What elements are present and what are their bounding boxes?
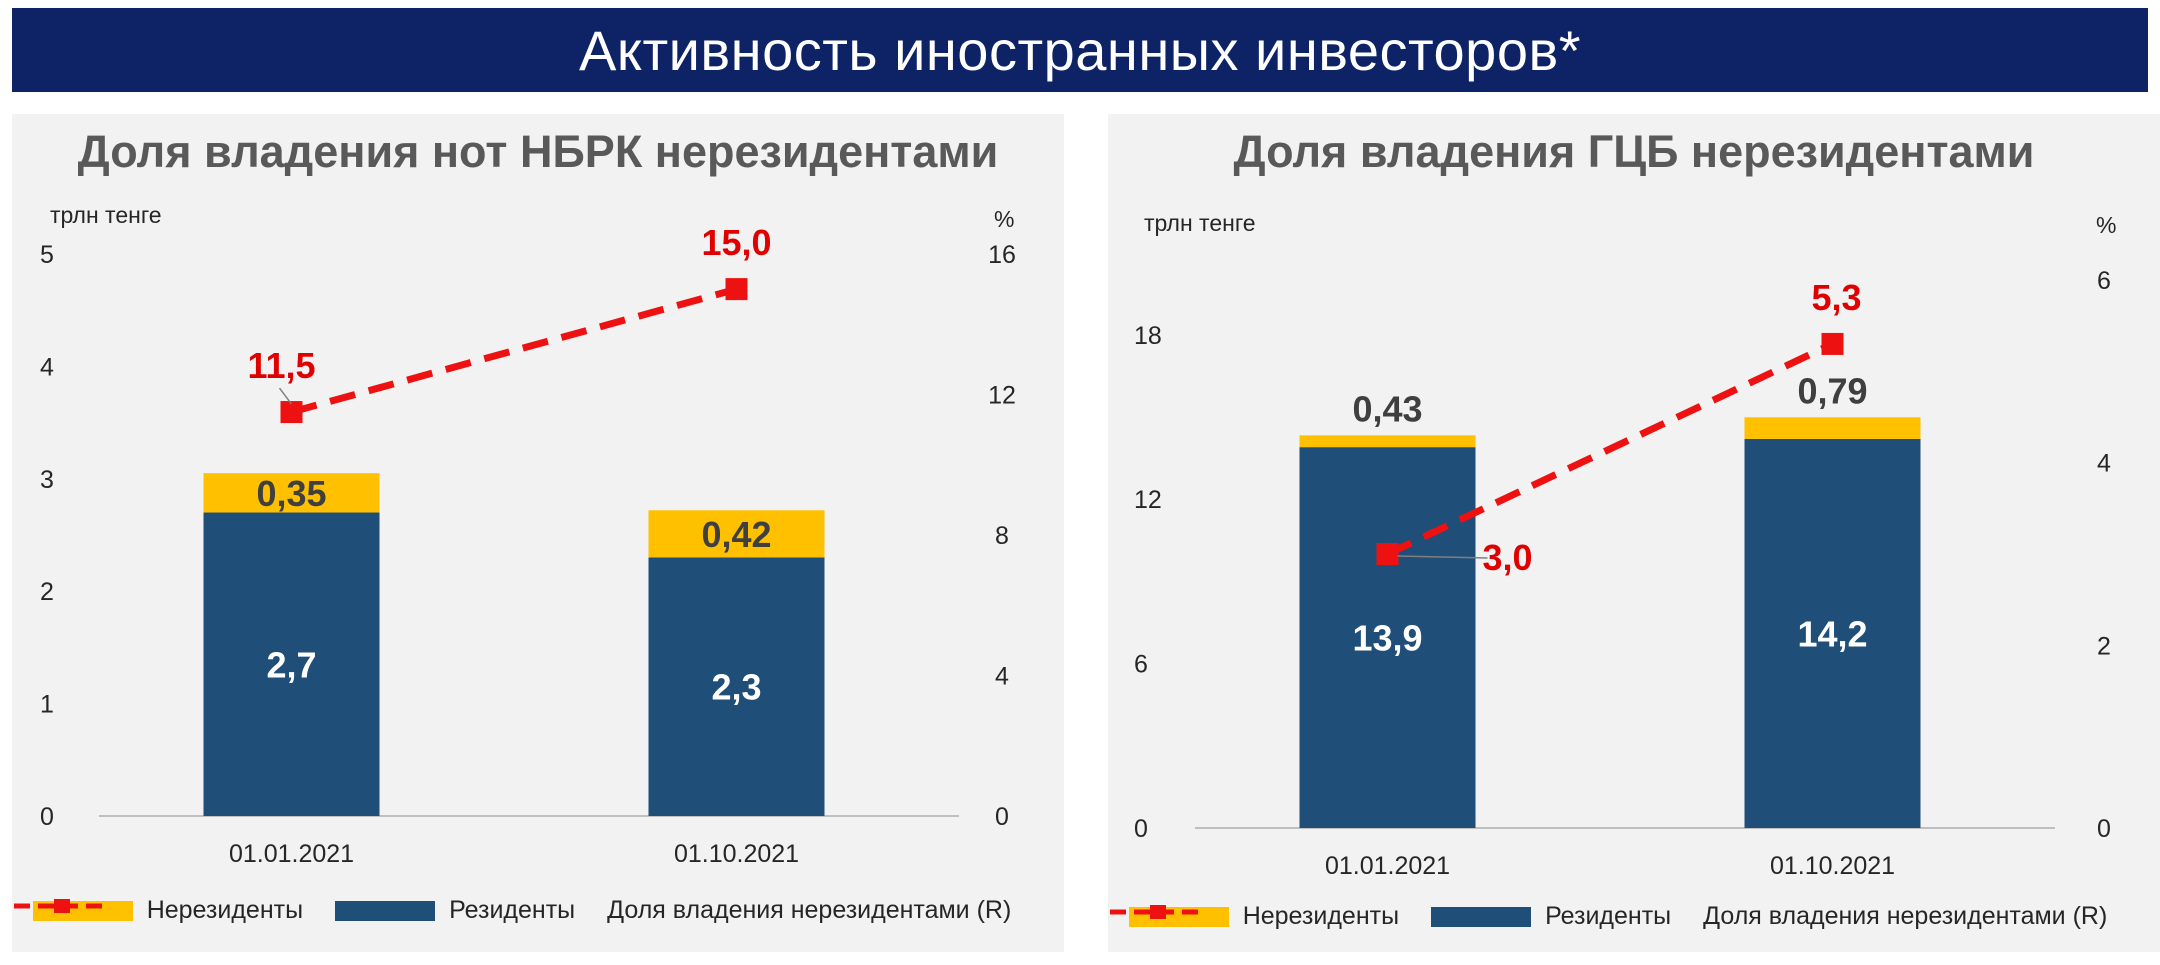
chart-legend: Нерезиденты Резиденты Доля владения нере… xyxy=(1108,902,2160,931)
left-axis-tick-label: 5 xyxy=(40,241,54,269)
legend-item-share: Доля владения нерезидентами (R) xyxy=(1110,902,2108,931)
left-axis-tick-label: 2 xyxy=(40,578,54,606)
category-label: 01.10.2021 xyxy=(674,840,799,868)
legend-label-residents: Резиденты xyxy=(1545,902,1672,930)
right-axis-unit: % xyxy=(994,206,1015,232)
bar-residents xyxy=(203,512,380,816)
legend-label-residents: Резиденты xyxy=(449,896,576,924)
data-label-share: 11,5 xyxy=(247,345,315,386)
right-axis-tick-label: 12 xyxy=(988,382,1016,410)
bar-residents xyxy=(648,557,825,816)
legend-label-share: Доля владения нерезидентами (R) xyxy=(1703,902,2108,930)
chart-title: Доля владения ГЦБ нерезидентами xyxy=(1233,126,2035,177)
legend-label-share: Доля владения нерезидентами (R) xyxy=(607,896,1012,924)
chart-svg: 0 6 12 18 0 2 4 6 13,9 0,43 01.01.2021 14,2 0,79 01.1… xyxy=(1134,267,2111,880)
share-marker xyxy=(1376,543,1399,565)
share-marker xyxy=(725,278,748,301)
left-axis-tick-label: 6 xyxy=(1134,651,1148,679)
bar-nonresidents xyxy=(1744,417,1921,439)
right-axis-tick-label: 0 xyxy=(2097,815,2111,843)
left-axis-tick-label: 0 xyxy=(40,803,54,831)
right-axis-tick-label: 8 xyxy=(995,522,1009,550)
legend-label-nonresidents: Нерезиденты xyxy=(1242,902,1400,930)
right-axis-tick-label: 4 xyxy=(2097,450,2111,478)
chart-legend: Нерезиденты Резиденты Доля владения нере… xyxy=(12,896,1064,925)
left-axis-tick-label: 3 xyxy=(40,466,54,494)
legend-item-residents: Резиденты xyxy=(335,896,575,925)
data-label-residents: 2,3 xyxy=(711,667,761,708)
right-axis-tick-label: 0 xyxy=(995,803,1009,831)
chart-title: Доля владения нот НБРК нерезидентами xyxy=(77,126,999,177)
data-label-residents: 13,9 xyxy=(1352,618,1422,659)
page-banner-title: Активность иностранных инвесторов* xyxy=(12,8,2148,92)
right-axis-tick-label: 2 xyxy=(2097,632,2111,660)
data-label-nonresidents: 0,35 xyxy=(256,473,326,514)
chart-svg: 01234504812162,70,3501.01.20212,30,4201.… xyxy=(40,222,1016,868)
share-marker xyxy=(1821,332,1844,355)
data-label-share: 15,0 xyxy=(701,222,771,263)
bar-residents xyxy=(1299,447,1476,828)
bar-nonresidents xyxy=(648,510,825,558)
legend-label-nonresidents: Нерезиденты xyxy=(146,896,304,924)
left-axis-tick-label: 12 xyxy=(1134,486,1162,514)
bar-nonresidents xyxy=(203,473,380,513)
left-axis-tick-label: 1 xyxy=(40,691,54,719)
legend-item-residents: Резиденты xyxy=(1431,902,1671,931)
category-label: 01.01.2021 xyxy=(1325,852,1450,880)
legend-line-key xyxy=(1110,905,1206,919)
legend-line-key xyxy=(14,899,110,913)
left-axis-unit: трлн тенге xyxy=(1144,210,1256,236)
right-axis-unit: % xyxy=(2096,212,2117,238)
data-label-residents: 14,2 xyxy=(1797,613,1867,654)
legend-item-share: Доля владения нерезидентами (R) xyxy=(14,896,1012,925)
left-axis-unit: трлн тенге xyxy=(50,202,162,228)
share-line xyxy=(1386,340,1834,558)
data-label-residents: 2,7 xyxy=(266,644,316,685)
data-label-share: 3,0 xyxy=(1482,537,1532,578)
legend-item-nonresidents: Нерезиденты xyxy=(32,896,304,925)
right-axis-tick-label: 4 xyxy=(995,663,1009,691)
data-label-nonresidents: 0,43 xyxy=(1352,388,1422,429)
left-axis-tick-label: 18 xyxy=(1134,322,1162,350)
label-leader-line xyxy=(278,387,293,405)
bar-residents xyxy=(1744,438,1921,828)
right-axis-tick-label: 16 xyxy=(988,241,1016,269)
left-axis-tick-label: 0 xyxy=(1134,815,1148,843)
bar-nonresidents xyxy=(1299,435,1476,448)
share-line xyxy=(290,285,738,416)
chart-panel-gcb: Доля владения ГЦБ нерезидентами трлн тен… xyxy=(1108,114,2160,952)
right-axis-tick-label: 6 xyxy=(2097,267,2111,295)
chart-panel-nbrk-notes: Доля владения нот НБРК нерезидентами трл… xyxy=(12,114,1064,952)
label-leader-line xyxy=(1397,555,1488,559)
category-label: 01.10.2021 xyxy=(1770,852,1895,880)
data-label-nonresidents: 0,79 xyxy=(1797,370,1867,411)
category-label: 01.01.2021 xyxy=(229,840,354,868)
left-axis-tick-label: 4 xyxy=(40,353,54,381)
legend-swatch-residents xyxy=(1431,906,1532,927)
legend-swatch-residents xyxy=(335,900,436,921)
data-label-nonresidents: 0,42 xyxy=(701,514,771,555)
data-label-share: 5,3 xyxy=(1811,277,1861,318)
share-marker xyxy=(280,401,303,424)
